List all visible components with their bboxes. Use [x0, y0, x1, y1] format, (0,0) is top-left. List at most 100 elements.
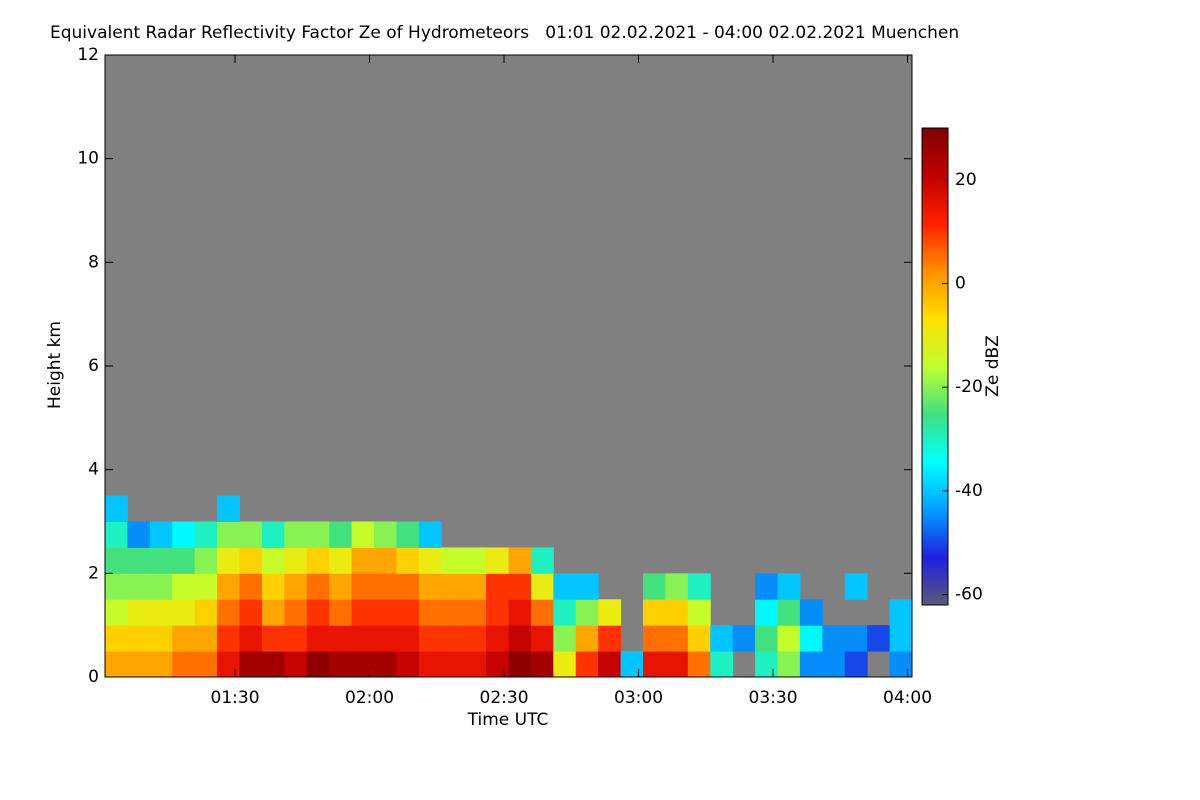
- heat-cell: [172, 599, 196, 626]
- heat-cell: [575, 573, 599, 600]
- heat-cell: [306, 651, 330, 678]
- heat-cell: [553, 651, 577, 678]
- heat-cell: [441, 625, 465, 652]
- heat-cell: [239, 625, 263, 652]
- heat-cell: [553, 625, 577, 652]
- heat-cell: [149, 573, 173, 600]
- heat-cell: [284, 599, 308, 626]
- heat-cell: [261, 599, 285, 626]
- heat-cell: [127, 599, 151, 626]
- heat-cell: [149, 521, 173, 548]
- heat-cell: [105, 521, 128, 548]
- heat-cell: [687, 651, 711, 678]
- heat-cell: [351, 547, 375, 574]
- heat-cell: [172, 651, 196, 678]
- heat-cell: [284, 625, 308, 652]
- heat-cell: [306, 573, 330, 600]
- heat-cell: [239, 547, 263, 574]
- heat-cell: [261, 651, 285, 678]
- heat-cell: [351, 521, 375, 548]
- y-tick-label: 8: [88, 252, 99, 272]
- heat-cell: [643, 573, 666, 600]
- y-tick-label: 2: [88, 563, 99, 583]
- heat-cell: [396, 547, 420, 574]
- heat-cell: [374, 547, 397, 574]
- heat-cell: [441, 599, 465, 626]
- colorbar-label: Ze dBZ: [983, 335, 1003, 397]
- heat-cell: [889, 599, 913, 626]
- heat-cell: [889, 625, 913, 652]
- heat-cell: [799, 599, 823, 626]
- heat-cell: [306, 625, 330, 652]
- y-tick-label: 6: [88, 356, 99, 376]
- heat-cell: [665, 625, 689, 652]
- colorbar-tick-label: -60: [955, 585, 983, 605]
- heat-cell: [261, 547, 285, 574]
- heat-cell: [217, 573, 240, 600]
- heat-cell: [643, 651, 666, 678]
- heat-cell: [306, 599, 330, 626]
- heat-cell: [665, 651, 689, 678]
- heat-cell: [530, 599, 554, 626]
- heat-cell: [374, 625, 397, 652]
- heat-cell: [194, 651, 218, 678]
- heat-cell: [284, 521, 308, 548]
- heat-cell: [463, 651, 487, 678]
- heat-cell: [329, 651, 353, 678]
- heat-cell: [329, 547, 353, 574]
- heat-cell: [127, 521, 151, 548]
- heat-cell: [374, 599, 397, 626]
- heat-cell: [418, 625, 442, 652]
- heat-cell: [261, 573, 285, 600]
- heat-cell: [777, 651, 801, 678]
- heat-cell: [329, 625, 353, 652]
- heat-cell: [239, 599, 263, 626]
- heat-cell: [598, 651, 622, 678]
- heat-cell: [261, 521, 285, 548]
- heat-cell: [486, 573, 509, 600]
- y-axis-label: Height km: [45, 321, 65, 409]
- heat-cell: [463, 547, 487, 574]
- heat-cell: [687, 599, 711, 626]
- heat-cell: [127, 573, 151, 600]
- heat-cell: [351, 573, 375, 600]
- heat-cell: [306, 547, 330, 574]
- heat-cell: [194, 625, 218, 652]
- heat-cell: [217, 625, 240, 652]
- heat-cell: [463, 625, 487, 652]
- heat-cell: [127, 625, 151, 652]
- heat-cell: [149, 625, 173, 652]
- heat-cell: [374, 521, 397, 548]
- heat-cell: [284, 651, 308, 678]
- heat-cell: [105, 495, 128, 522]
- heat-cell: [687, 625, 711, 652]
- x-tick-label: 02:30: [480, 688, 529, 708]
- heat-cell: [127, 651, 151, 678]
- colorbar-tick-label: -40: [955, 481, 983, 501]
- x-tick-label: 04:00: [883, 688, 932, 708]
- heat-cell: [665, 573, 689, 600]
- heat-cell: [710, 651, 734, 678]
- heat-cell: [149, 651, 173, 678]
- x-tick-label: 02:00: [345, 688, 394, 708]
- heat-cell: [105, 599, 128, 626]
- colorbar-tick-label: 20: [955, 170, 977, 190]
- heat-cell: [598, 599, 622, 626]
- heat-cell: [194, 573, 218, 600]
- heat-cell: [889, 651, 913, 678]
- heat-cell: [418, 521, 442, 548]
- heat-cell: [441, 547, 465, 574]
- heat-cell: [844, 573, 868, 600]
- heat-cell: [732, 625, 756, 652]
- heat-cell: [329, 573, 353, 600]
- y-tick-label: 10: [77, 149, 99, 169]
- heat-cell: [284, 547, 308, 574]
- heat-cell: [418, 599, 442, 626]
- heat-cell: [217, 651, 240, 678]
- heat-cell: [374, 573, 397, 600]
- x-tick-label: 01:30: [211, 688, 260, 708]
- heat-cell: [844, 625, 868, 652]
- heat-cell: [172, 625, 196, 652]
- heat-cell: [194, 599, 218, 626]
- heat-cell: [575, 599, 599, 626]
